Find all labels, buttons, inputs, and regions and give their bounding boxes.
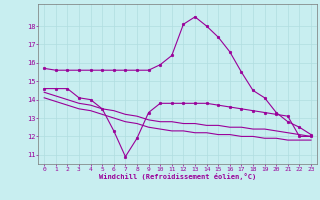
X-axis label: Windchill (Refroidissement éolien,°C): Windchill (Refroidissement éolien,°C) [99,173,256,180]
